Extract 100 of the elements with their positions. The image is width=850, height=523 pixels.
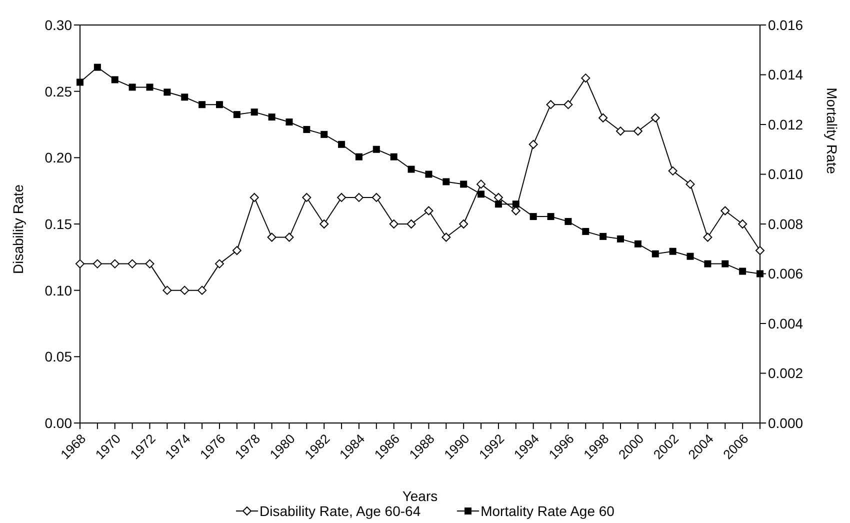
point — [216, 101, 223, 108]
point — [110, 259, 120, 268]
point — [354, 192, 364, 202]
point — [337, 192, 346, 202]
point — [94, 64, 101, 71]
y2-tick-label: 0.008 — [768, 216, 804, 232]
point — [355, 153, 362, 160]
x-axis-title: Years — [402, 488, 438, 504]
point — [756, 246, 764, 256]
point — [233, 111, 240, 118]
point — [494, 200, 502, 208]
point — [250, 108, 258, 116]
legend-label: Disability Rate, Age 60-64 — [258, 503, 421, 519]
point — [617, 235, 624, 242]
point — [424, 206, 434, 216]
point — [476, 180, 486, 189]
point — [146, 84, 154, 91]
point — [303, 126, 310, 133]
point — [564, 218, 572, 226]
point — [564, 100, 573, 110]
point — [738, 220, 748, 228]
y2-axis-title: Mortality Rate — [824, 88, 840, 174]
point — [232, 246, 242, 256]
point — [250, 192, 259, 202]
point — [686, 180, 695, 189]
point — [406, 220, 416, 228]
point — [181, 94, 188, 101]
y-tick-label: 0.20 — [44, 150, 72, 166]
point — [756, 270, 764, 278]
point — [528, 140, 538, 149]
point — [616, 126, 626, 136]
point — [722, 260, 729, 268]
point — [494, 192, 503, 202]
point — [180, 286, 190, 295]
y-tick-label: 0.00 — [44, 414, 72, 431]
y2-tick-label: 0.016 — [768, 16, 804, 33]
y2-tick-label: 0.014 — [768, 66, 804, 83]
point — [128, 259, 137, 268]
legend-label: Mortality Rate Age 60 — [480, 503, 614, 519]
point — [686, 252, 694, 260]
point — [460, 180, 468, 188]
point — [76, 78, 84, 86]
point — [320, 130, 328, 138]
y2-tick-label: 0.010 — [768, 166, 804, 182]
point — [530, 213, 537, 220]
y-tick-label: 0.30 — [44, 16, 72, 33]
point — [111, 76, 118, 84]
point — [389, 220, 398, 228]
point — [634, 240, 642, 248]
point — [633, 126, 642, 136]
point — [198, 286, 207, 295]
point — [162, 286, 172, 295]
point — [164, 88, 171, 96]
y2-tick-label: 0.006 — [768, 266, 804, 282]
point — [704, 260, 712, 268]
y2-tick-label: 0.002 — [768, 365, 804, 382]
point — [442, 178, 450, 186]
y-tick-label: 0.10 — [44, 282, 72, 298]
point — [128, 84, 136, 91]
point — [372, 192, 381, 202]
y-axis-title: Disability Rate — [10, 184, 26, 274]
y-tick-label: 0.05 — [44, 348, 72, 365]
point — [320, 220, 329, 228]
point — [214, 259, 224, 268]
point — [284, 232, 294, 242]
point — [703, 232, 712, 242]
point — [669, 248, 676, 255]
point — [652, 250, 659, 258]
y-tick-label: 0.15 — [44, 216, 72, 232]
point — [582, 228, 590, 235]
y2-tick-label: 0.004 — [768, 315, 804, 332]
point — [739, 268, 746, 275]
point — [442, 232, 451, 242]
point — [92, 259, 102, 268]
point — [546, 100, 556, 110]
point — [338, 140, 346, 148]
point — [478, 190, 485, 198]
point — [598, 113, 608, 122]
point — [372, 146, 380, 153]
point — [390, 153, 398, 160]
point — [650, 113, 660, 122]
point — [512, 200, 520, 208]
point — [145, 259, 154, 268]
point — [408, 166, 415, 173]
point — [668, 166, 678, 176]
y2-tick-label: 0.012 — [768, 116, 804, 132]
point — [425, 170, 432, 178]
point — [76, 259, 84, 268]
y2-tick-label: 0.000 — [768, 414, 804, 431]
point — [268, 114, 276, 121]
point — [198, 101, 206, 108]
point — [302, 192, 312, 202]
point — [720, 206, 730, 216]
point — [547, 213, 554, 220]
point — [459, 220, 468, 228]
point — [267, 232, 276, 242]
point — [600, 232, 607, 240]
point — [286, 118, 293, 126]
point — [581, 74, 590, 83]
y-tick-label: 0.25 — [44, 83, 72, 100]
